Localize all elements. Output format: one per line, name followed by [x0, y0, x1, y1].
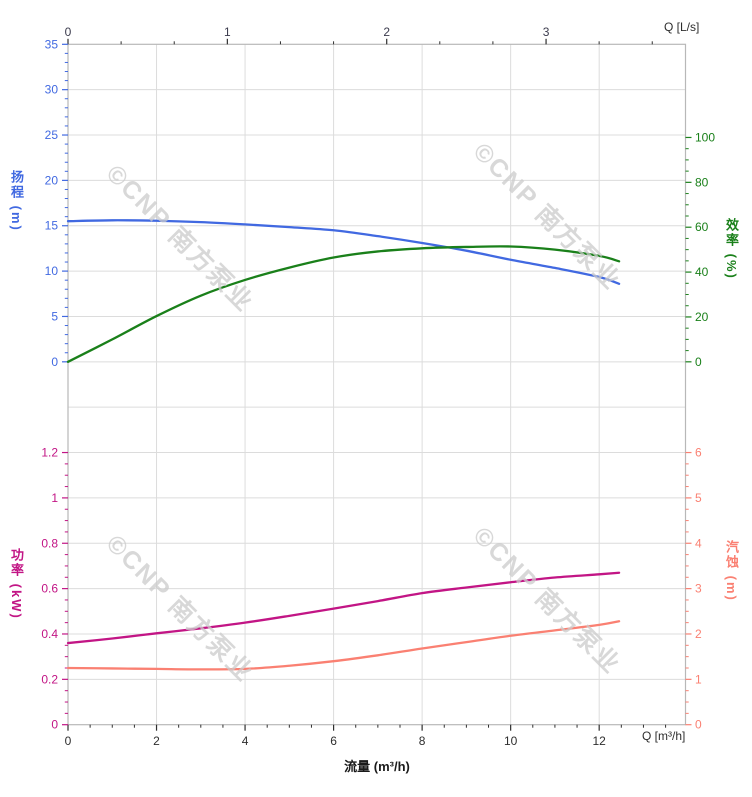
power-axis-title: 功率 (kW): [9, 548, 24, 620]
tick-label: 4: [242, 734, 249, 748]
head-axis-title: 扬程 (m): [9, 170, 24, 232]
tick-label: 5: [695, 491, 702, 505]
tick-label: 30: [45, 83, 59, 97]
tick-label: 40: [695, 265, 709, 279]
tick-label: 1.2: [41, 446, 58, 460]
tick-label: 12: [593, 734, 607, 748]
tick-label: 5: [51, 309, 58, 323]
tick-label: 0.8: [41, 536, 58, 550]
tick-label: 10: [45, 264, 59, 278]
plot-border: [67, 43, 687, 726]
tick-label: 0: [51, 718, 58, 732]
tick-label: 4: [695, 536, 702, 550]
tick-label: 25: [45, 128, 59, 142]
flow-axis-title: 流量 (m³/h): [344, 759, 410, 774]
efficiency-axis-title: 效率 (%): [724, 218, 739, 280]
tick-label: 60: [695, 220, 709, 234]
tick-label: 6: [330, 734, 337, 748]
tick-label: 2: [153, 734, 160, 748]
tick-label: 0: [65, 25, 72, 39]
tick-label: 1: [224, 25, 231, 39]
tick-label: 20: [695, 310, 709, 324]
bottom-axis-unit-label: Q [m³/h]: [642, 729, 686, 743]
tick-label: 80: [695, 175, 709, 189]
npsh-axis-title: 汽蚀 (m): [724, 540, 739, 602]
tick-label: 0: [695, 355, 702, 369]
power-curve: [66, 571, 621, 645]
tick-label: 35: [45, 37, 59, 51]
tick-label: 2: [383, 25, 390, 39]
tick-label: 3: [695, 582, 702, 596]
tick-label: 0: [65, 734, 72, 748]
tick-label: 1: [695, 672, 702, 686]
npsh-curve: [66, 620, 621, 671]
head-curve: [66, 219, 621, 285]
tick-label: 6: [695, 446, 702, 460]
tick-label: 2: [695, 627, 702, 641]
tick-label: 1: [51, 491, 58, 505]
tick-label: 20: [45, 173, 59, 187]
tick-label: 100: [695, 130, 715, 144]
tick-label: 8: [419, 734, 426, 748]
top-axis-unit-label: Q [L/s]: [664, 20, 700, 34]
tick-label: 3: [543, 25, 550, 39]
tick-label: 0.6: [41, 582, 58, 596]
tick-label: 0.4: [41, 627, 58, 641]
tick-label: 0: [695, 718, 702, 732]
tick-label: 0: [51, 355, 58, 369]
tick-label: 10: [504, 734, 518, 748]
efficiency-curve: [66, 245, 621, 363]
tick-label: 15: [45, 219, 59, 233]
tick-label: 0.2: [41, 672, 58, 686]
